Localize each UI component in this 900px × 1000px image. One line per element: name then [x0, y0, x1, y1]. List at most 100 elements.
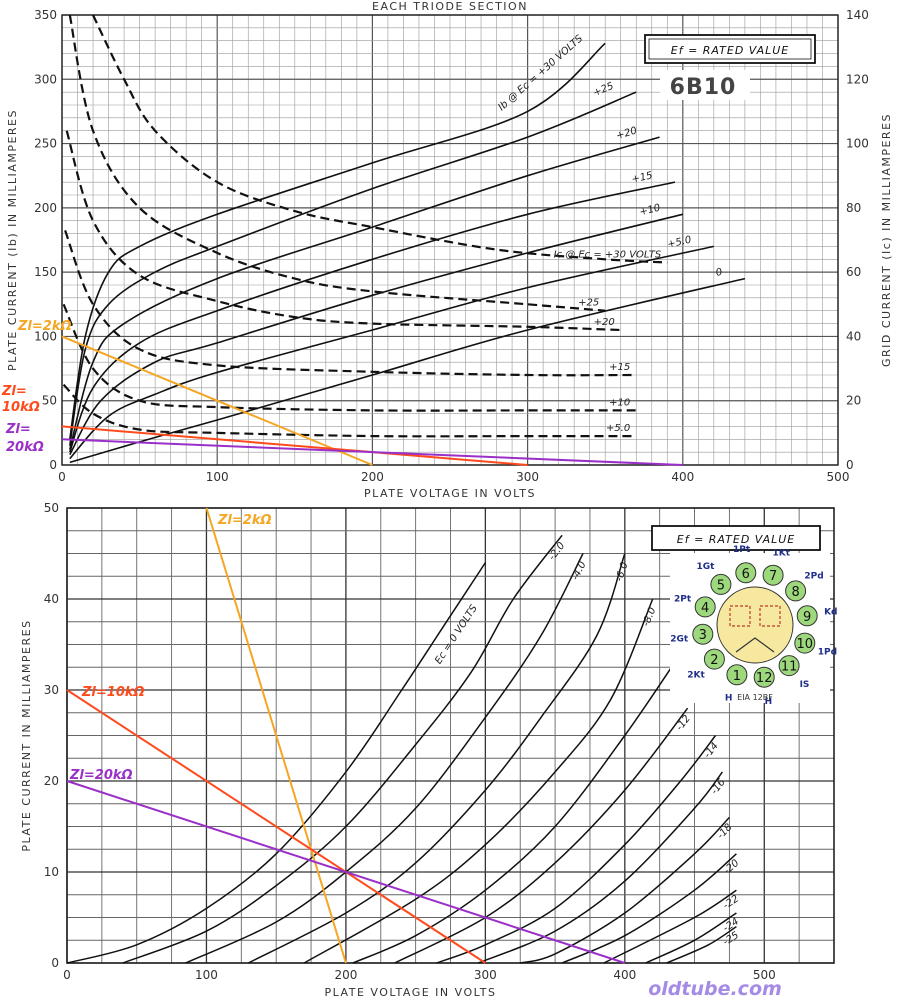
x-tick-label: 300 — [516, 470, 539, 484]
y-tick-label: 0 — [49, 458, 57, 472]
x-tick-label: 100 — [195, 968, 218, 982]
pin-number: 10 — [797, 637, 814, 652]
x-axis-label: PLATE VOLTAGE IN VOLTS — [364, 487, 536, 500]
x-tick-label: 200 — [361, 470, 384, 484]
tube-name-bg — [660, 70, 750, 100]
pin-number: 1 — [733, 669, 741, 684]
y-tick-label: 200 — [34, 201, 57, 215]
note-text: Ef = RATED VALUE — [677, 533, 795, 546]
plate-curve-label: +10 — [638, 203, 661, 219]
x-tick-label: 500 — [753, 968, 776, 982]
pin — [794, 632, 816, 654]
note-text: Ef = RATED VALUE — [671, 44, 789, 57]
y2-tick-label: 140 — [846, 8, 869, 22]
electrode — [729, 605, 751, 627]
pin-number: 9 — [803, 610, 811, 625]
y2-tick-label: 100 — [846, 137, 869, 151]
pin — [726, 664, 748, 686]
pin — [692, 623, 714, 645]
plate-curve-label: -20 — [722, 858, 742, 877]
pin-label: 1Pd — [818, 647, 837, 657]
plate-curve — [603, 889, 737, 964]
load-line — [66, 780, 626, 964]
load-line — [61, 335, 373, 466]
plate-curve — [69, 245, 714, 460]
label-line: 10kΩ — [2, 400, 40, 415]
y-axis-label: PLATE CURRENT (Ib) IN MILLIAMPERES — [6, 109, 19, 371]
x-axis-label: PLATE VOLTAGE IN VOLTS — [325, 986, 497, 999]
pin-number: 5 — [717, 578, 725, 593]
pin-label: 2Pd — [804, 572, 823, 582]
plate-curve — [69, 181, 676, 453]
load-line — [205, 507, 347, 964]
y2-tick-label: 20 — [846, 394, 861, 408]
grid-current-curve — [92, 14, 668, 264]
label-line: 20kΩ — [6, 440, 44, 455]
y-axis-label: PLATE CURRENT IN MILLIAMPERES — [20, 619, 33, 851]
x-tick-label: 500 — [827, 470, 850, 484]
y-tick-label: 50 — [42, 394, 57, 408]
plate-curve-label: -25 — [721, 930, 741, 948]
plate-curve-label: Ib @ Ec = +30 VOLTS — [496, 33, 585, 113]
plate-curve — [645, 912, 737, 964]
chart-title: EACH TRIODE SECTION — [372, 0, 528, 13]
x-tick-label: 0 — [63, 968, 71, 982]
y-tick-label: 50 — [44, 501, 59, 515]
plate-curve-label: -18 — [715, 822, 734, 841]
load-line-label-2k: Zl=2kΩ — [17, 319, 72, 334]
load-line-label-10k: Zl=10kΩ — [81, 685, 145, 700]
pin — [694, 596, 716, 618]
x-tick-label: 100 — [206, 470, 229, 484]
plate-curve — [352, 653, 682, 964]
pin-label: H — [765, 697, 773, 707]
plate-curve — [520, 816, 730, 964]
pin-number: 8 — [791, 585, 799, 600]
watermark: oldtube.com — [648, 978, 782, 1000]
y-tick-label: 300 — [34, 72, 57, 86]
pin — [785, 580, 807, 602]
pin-label: Kd — [824, 608, 837, 618]
y-tick-label: 10 — [44, 865, 59, 879]
grid-current-curve — [64, 230, 637, 377]
base-type-label: EIA 12BF — [737, 693, 773, 702]
y-tick-label: 250 — [34, 137, 57, 151]
pin — [796, 605, 818, 627]
plot-frame — [61, 14, 839, 466]
plate-curve — [69, 42, 606, 440]
y-tick-label: 100 — [34, 329, 57, 343]
plate-curve — [69, 91, 637, 446]
y2-tick-label: 60 — [846, 265, 861, 279]
pin-number: 4 — [701, 601, 709, 616]
plate-curve-label: -16 — [709, 777, 728, 797]
plate-curve-label: +20 — [615, 125, 638, 141]
plate-curve-label: +25 — [592, 81, 616, 99]
pin-label: 2Pt — [674, 595, 692, 605]
plate-curve-label: +15 — [631, 170, 654, 185]
electrode — [759, 605, 781, 627]
plate-curve — [303, 598, 654, 964]
pin-label: H — [725, 693, 733, 703]
plate-curve — [69, 136, 660, 450]
load-line — [61, 438, 683, 466]
load-line-label-10k: Zl=10kΩ — [1, 384, 40, 415]
plot-frame — [66, 507, 835, 964]
load-line — [61, 425, 528, 466]
plate-curve-label: -22 — [721, 893, 741, 911]
load-line — [66, 689, 486, 964]
y2-tick-label: 0 — [846, 458, 854, 472]
grid-current-label: Ic @ Ec = +30 VOLTS — [554, 250, 662, 261]
x-tick-label: 400 — [671, 470, 694, 484]
grid-current-curve — [62, 383, 637, 438]
pin-number: 3 — [699, 628, 707, 643]
x-tick-label: 400 — [613, 968, 636, 982]
plate-curve — [185, 553, 584, 964]
y-tick-label: 350 — [34, 8, 57, 22]
plate-curve-label: -4.0 — [570, 560, 589, 582]
y2-tick-label: 120 — [846, 72, 869, 86]
note-box — [644, 34, 816, 64]
pin — [778, 655, 800, 677]
plate-curve-label: -12 — [674, 713, 693, 733]
plate-curve — [666, 925, 737, 964]
y-tick-label: 0 — [51, 956, 59, 970]
